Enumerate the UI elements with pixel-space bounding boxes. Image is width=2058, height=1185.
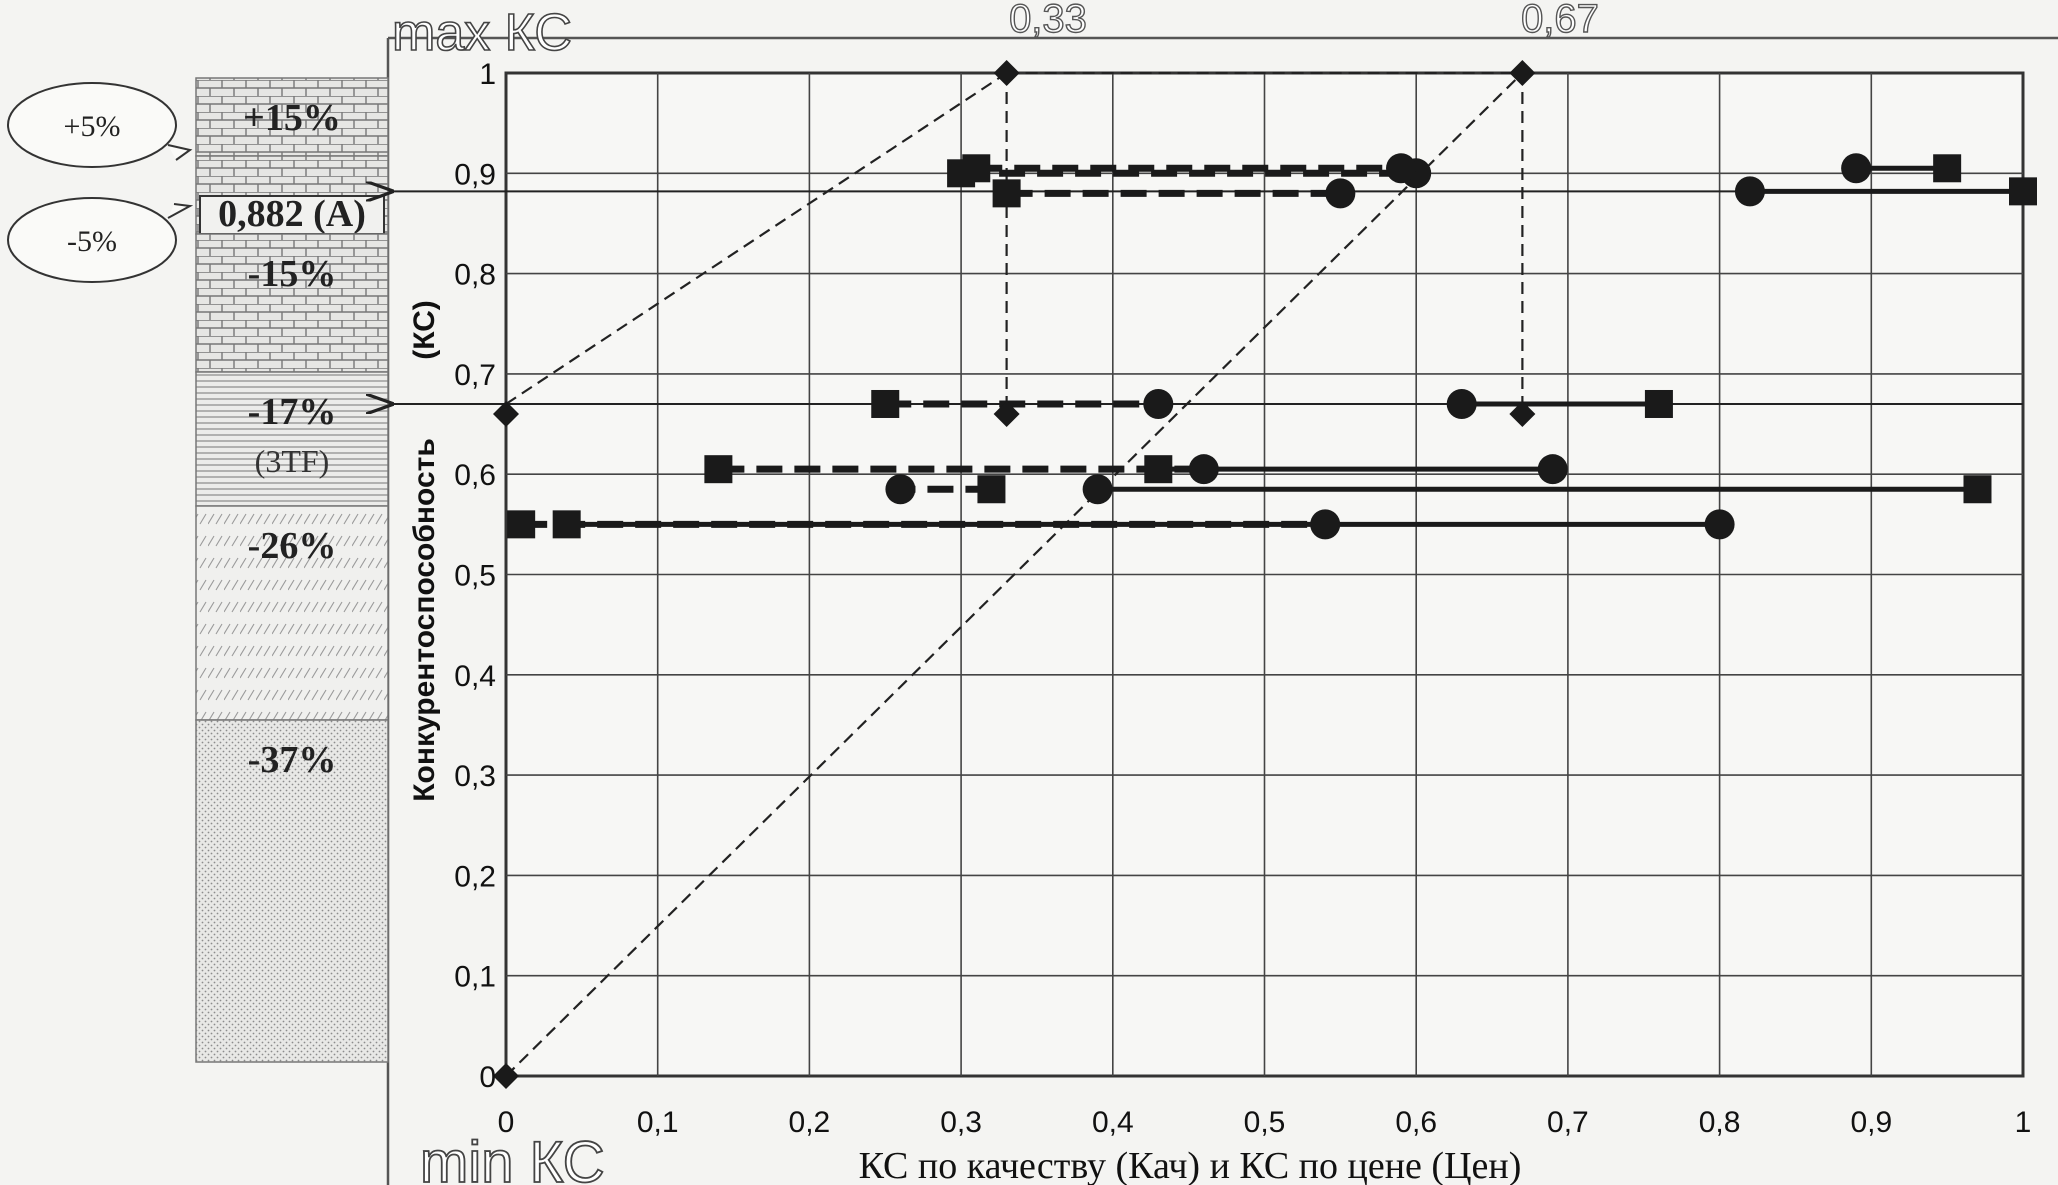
scale-bubble bbox=[7, 197, 177, 283]
square-marker bbox=[507, 510, 536, 539]
top-tick-033: 0,33 bbox=[1009, 0, 1087, 41]
square-marker bbox=[2009, 177, 2037, 206]
x-tick-label: 0 bbox=[498, 1106, 515, 1139]
diamond-marker bbox=[993, 60, 1020, 86]
x-tick-label: 0,9 bbox=[1850, 1106, 1892, 1139]
data-markers bbox=[507, 153, 2037, 540]
diamond-markers bbox=[493, 60, 1536, 1089]
y-tick-label: 1 bbox=[479, 58, 496, 91]
reference-line bbox=[505, 72, 1008, 405]
y-tick-label: 0,2 bbox=[454, 860, 496, 893]
diamond-marker bbox=[1509, 401, 1536, 428]
scale-band bbox=[195, 719, 389, 1063]
scale-band-label: -26% bbox=[248, 525, 337, 567]
y-tick-label: 0,1 bbox=[454, 961, 496, 994]
circle-marker bbox=[1537, 454, 1568, 485]
y-tick-label: 0,3 bbox=[454, 760, 496, 793]
reference-line bbox=[505, 72, 1524, 1077]
circle-marker bbox=[885, 474, 916, 505]
highlight-box bbox=[199, 195, 385, 235]
y-tick-label: 0,7 bbox=[454, 359, 496, 392]
circle-marker bbox=[1082, 474, 1113, 505]
circle-marker bbox=[1734, 176, 1765, 207]
circle-marker bbox=[1325, 178, 1356, 209]
x-tick-label: 1 bbox=[2015, 1106, 2032, 1139]
square-marker bbox=[704, 455, 733, 484]
circle-marker bbox=[1188, 454, 1219, 485]
square-marker bbox=[1144, 455, 1173, 484]
square-marker bbox=[1933, 154, 1962, 183]
y-tick-label: 0,5 bbox=[454, 560, 496, 593]
bubble-tail bbox=[167, 203, 194, 219]
x-tick-label: 0,8 bbox=[1699, 1106, 1741, 1139]
circle-marker bbox=[1143, 388, 1174, 419]
x-axis-label: КС по качеству (Кач) и КС по цене (Цен) bbox=[859, 1145, 1522, 1185]
scale-band-sublabel: (3TF) bbox=[255, 443, 330, 479]
x-tick-label: 0,3 bbox=[940, 1106, 982, 1139]
square-marker bbox=[962, 154, 991, 183]
scale-band bbox=[195, 233, 389, 373]
circle-marker bbox=[1446, 388, 1477, 419]
grid bbox=[506, 73, 2023, 1076]
scale-bubble-label: +5% bbox=[64, 110, 121, 143]
scale-band bbox=[195, 77, 389, 157]
x-tick-label: 0,6 bbox=[1395, 1106, 1437, 1139]
scale-band-label: 0,882 (A) bbox=[218, 193, 366, 235]
x-tick-label: 0,1 bbox=[637, 1106, 679, 1139]
square-marker bbox=[1963, 475, 1992, 504]
data-segments bbox=[521, 164, 2023, 528]
square-marker bbox=[992, 179, 1021, 208]
diamond-marker bbox=[1509, 60, 1536, 86]
circle-marker bbox=[1386, 153, 1417, 184]
x-tick-label: 0,2 bbox=[789, 1106, 831, 1139]
circle-marker bbox=[1841, 153, 1872, 184]
scale-band bbox=[195, 371, 389, 507]
x-tick-labels: 0 0,1 0,2 0,3 0,4 0,5 0,6 0,7 0,8 0,9 1 bbox=[498, 1106, 2032, 1139]
circle-marker bbox=[1310, 509, 1341, 540]
scale-band-label: -17% bbox=[248, 391, 337, 433]
x-tick-label: 0,4 bbox=[1092, 1106, 1134, 1139]
scale-bubble bbox=[7, 82, 177, 168]
scale-band-label: +15% bbox=[243, 97, 341, 139]
scale-band bbox=[195, 505, 389, 721]
y-tick-label: 0,4 bbox=[454, 660, 496, 693]
bubble-tail bbox=[167, 144, 193, 161]
square-marker bbox=[1644, 389, 1673, 418]
square-marker bbox=[977, 475, 1006, 504]
scale-band-label: -37% bbox=[248, 739, 337, 781]
top-tick-067: 0,67 bbox=[1521, 0, 1599, 41]
y-tick-label: 0,6 bbox=[454, 459, 496, 492]
circle-marker bbox=[1704, 509, 1735, 540]
diamond-marker bbox=[493, 1063, 519, 1089]
y-tick-label: 0 bbox=[479, 1061, 496, 1094]
scale-bubble-label: -5% bbox=[67, 225, 117, 258]
diamond-marker bbox=[993, 401, 1020, 428]
y-tick-label: 0,9 bbox=[454, 158, 496, 191]
square-marker bbox=[871, 389, 900, 418]
y-tick-label: 0,8 bbox=[454, 259, 496, 292]
side-scale: +15% 0,882 (A) -15% -17% (3TF) -26% -37% +5% -5% bbox=[7, 77, 389, 1063]
reference-lines bbox=[505, 71, 1524, 1077]
square-marker bbox=[552, 510, 581, 539]
max-ks-label: max КС bbox=[392, 4, 572, 62]
y-tick-labels: 0 0,1 0,2 0,3 0,4 0,5 0,6 0,7 0,8 0,9 1 bbox=[454, 58, 496, 1094]
x-tick-label: 0,5 bbox=[1244, 1106, 1286, 1139]
diamond-marker bbox=[493, 401, 519, 428]
y-axis-unit: (КС) bbox=[408, 300, 441, 360]
min-ks-label: min КС bbox=[420, 1130, 605, 1185]
x-tick-label: 0,7 bbox=[1547, 1106, 1589, 1139]
scale-band-label: -15% bbox=[248, 253, 337, 295]
y-axis-label: Конкурентоспособность bbox=[408, 438, 441, 802]
